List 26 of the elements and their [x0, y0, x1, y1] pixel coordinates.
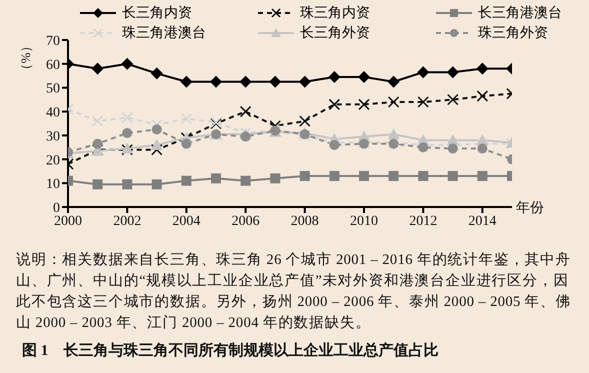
y-tick-label: 30 — [46, 129, 60, 144]
legend-label: 长三角内资 — [122, 4, 192, 22]
text: 图 1 长三角与珠三角不同所有制规模以上企业工业总产值占比 — [22, 341, 438, 360]
y-tick-label: 0 — [53, 200, 60, 216]
y-tick-label: 60 — [46, 58, 60, 73]
legend-label: 长三角港澳台 — [478, 4, 562, 22]
text: 说明：相关数据来自长三角、珠三角 26 个城市 2001 – 2016 年的统计年鉴，其中舟山、广州、中山的“规模以上工业企业总产值”未对外资和港澳台企业进行区分，因此不包含这三个城市的数据。另外，扬州 2000 – 2006 年、泰州 2000 – 2005 年、佛山 2000 – 2003 年、江门 2000 – 2004 年的数据缺失。 — [16, 250, 572, 333]
legend-label: 珠三角内资 — [300, 4, 370, 22]
y-tick-label: 40 — [46, 106, 60, 121]
y-axis-title: （%） — [18, 40, 33, 76]
y-tick-label: 20 — [46, 153, 60, 168]
legend-label: 珠三角港澳台 — [122, 24, 206, 42]
y-tick-label: 50 — [46, 82, 60, 97]
legend-label: 珠三角外资 — [478, 24, 548, 42]
legend-label: 长三角外资 — [300, 24, 370, 42]
x-tick-label: 2008 — [290, 214, 319, 229]
y-tick-label: 70 — [46, 34, 60, 49]
x-tick-label: 2006 — [232, 214, 260, 229]
x-axis-title: 年份 — [516, 200, 544, 216]
x-tick-label: 2004 — [172, 214, 200, 229]
x-tick-label: 2002 — [113, 214, 142, 229]
y-tick-label: 10 — [46, 177, 60, 192]
x-tick-label: 2012 — [409, 214, 438, 229]
x-tick-label: 2000 — [54, 214, 82, 229]
x-tick-label: 2010 — [350, 214, 378, 229]
x-tick-label: 2014 — [468, 214, 496, 229]
